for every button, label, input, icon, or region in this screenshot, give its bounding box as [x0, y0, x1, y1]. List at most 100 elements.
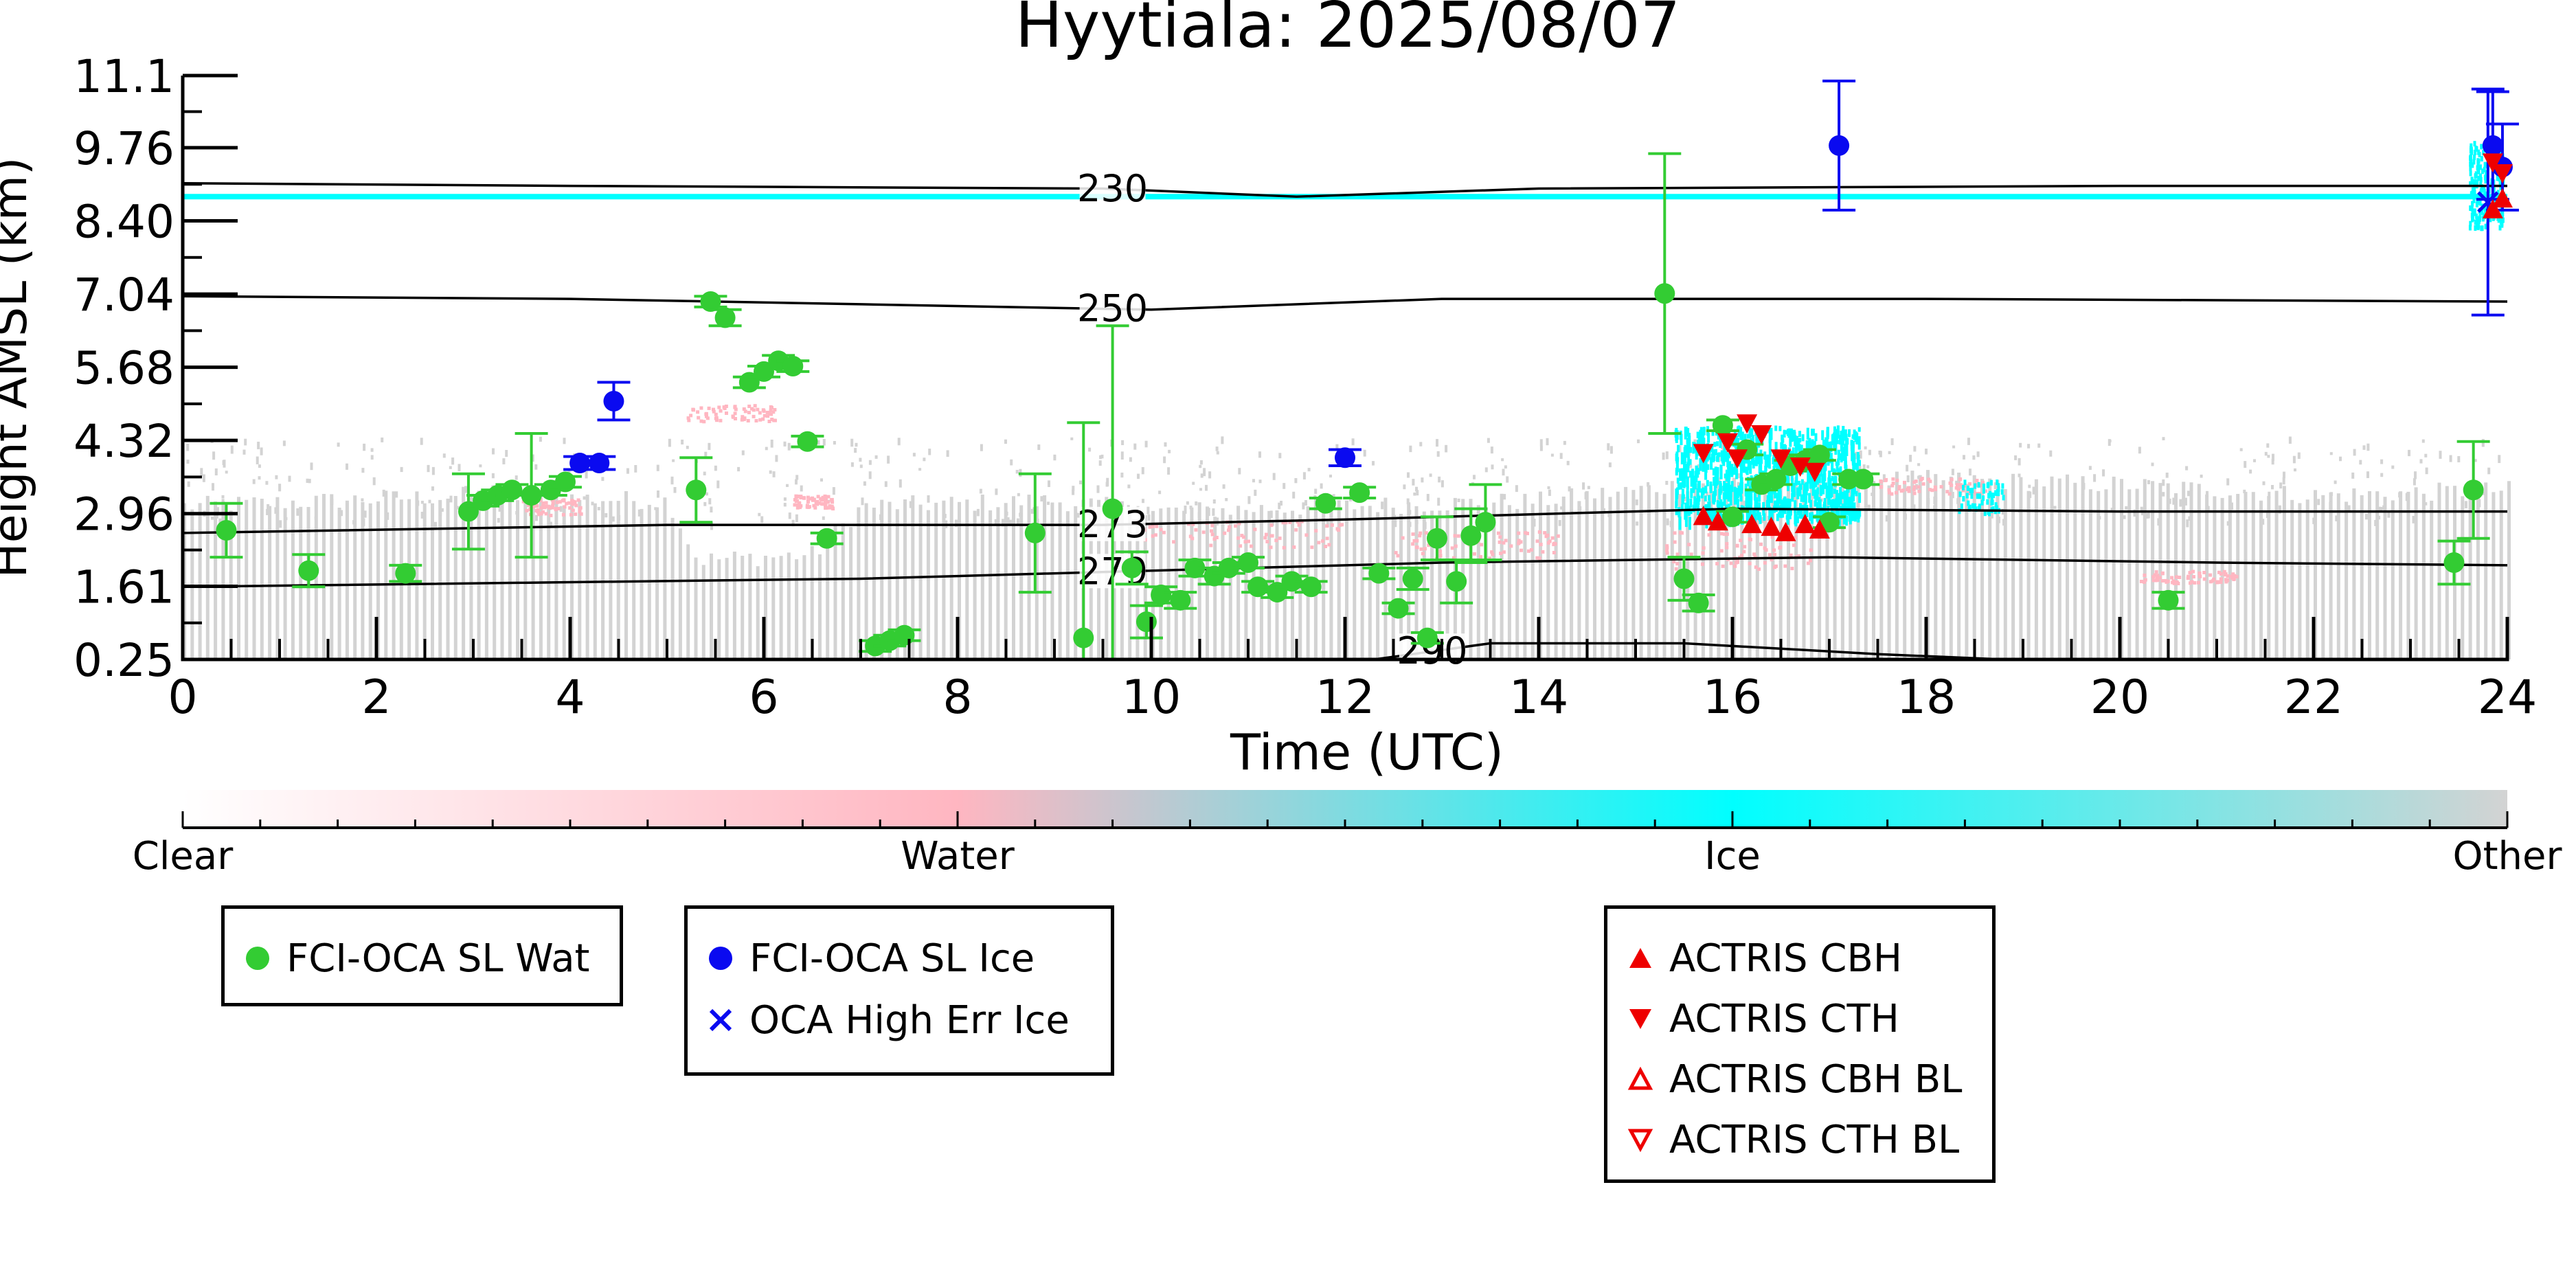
mask-column — [872, 508, 876, 659]
mask-ice-speck — [2481, 208, 2484, 214]
mask-water-speck — [1529, 548, 1533, 552]
mask-column — [2244, 492, 2248, 659]
mask-ice-speck — [2470, 212, 2474, 218]
mask-ice-speck — [1797, 440, 1800, 450]
mask-water-speck — [1725, 532, 1729, 536]
mask-water-speck — [1665, 544, 1669, 548]
mask-speck — [1142, 499, 1144, 504]
mask-ice-speck — [1677, 483, 1680, 490]
mask-water-speck — [722, 405, 726, 409]
mask-ice-speck — [1686, 428, 1690, 438]
mask-speck — [1120, 451, 1124, 460]
mask-water-speck — [568, 506, 572, 510]
mask-column — [1430, 510, 1434, 659]
x-tick-label: 10 — [1122, 670, 1182, 725]
mask-ice-speck — [1798, 438, 1802, 443]
mask-ice-speck — [1796, 487, 1799, 495]
mask-ice-speck — [1798, 484, 1802, 497]
mask-water-speck — [1927, 477, 1931, 482]
mask-water-speck — [2153, 573, 2157, 577]
mask-ice-speck — [1724, 473, 1727, 479]
mask-water-speck — [1725, 542, 1729, 546]
mask-speck — [1199, 460, 1203, 465]
mask-ice-speck — [2470, 191, 2473, 197]
mask-speck — [1969, 468, 1971, 476]
mask-speck — [899, 479, 902, 488]
mask-water-speck — [734, 407, 738, 411]
contour-line — [182, 556, 2508, 588]
mask-column — [415, 491, 419, 659]
mask-speck — [1040, 496, 1043, 502]
mask-water-speck — [1535, 539, 1539, 543]
mask-ice-speck — [1768, 440, 1772, 451]
mask-column — [1879, 481, 1884, 659]
mask-water-speck — [1981, 480, 1985, 484]
mask-speck — [1147, 514, 1151, 521]
mask-column — [2267, 496, 2271, 659]
mask-speck — [2288, 436, 2292, 444]
mask-speck — [279, 520, 282, 528]
mask-ice-speck — [2479, 177, 2483, 183]
mask-speck — [1120, 473, 1124, 478]
mask-water-speck — [1274, 539, 1278, 543]
mask-column — [926, 510, 930, 659]
mask-water-speck — [773, 408, 777, 411]
mask-speck — [2200, 474, 2203, 478]
mask-water-speck — [1809, 558, 1812, 563]
mask-speck — [2088, 466, 2092, 471]
mask-column — [1949, 476, 1953, 659]
mask-water-speck — [1504, 539, 1508, 543]
mask-speck — [716, 480, 720, 488]
mask-speck — [265, 481, 269, 485]
mask-ice-speck — [1811, 439, 1814, 446]
mask-ice-speck — [1750, 490, 1753, 500]
mask-column — [2430, 500, 2434, 659]
mask-ice-speck — [1713, 477, 1716, 486]
mask-ice-speck — [2477, 149, 2481, 155]
mask-ice-speck — [1786, 513, 1789, 523]
mask-column — [361, 501, 365, 659]
data-point — [1829, 135, 1850, 156]
mask-speck — [1017, 493, 1020, 497]
mask-speck — [1868, 449, 1871, 455]
mask-ice-speck — [1989, 479, 1993, 486]
mask-speck — [1272, 473, 1276, 480]
mask-water-speck — [762, 409, 766, 413]
legend-label: ACTRIS CTH — [1669, 996, 1899, 1041]
mask-speck — [2172, 497, 2176, 505]
mask-ice-speck — [1693, 475, 1696, 489]
mask-speck — [362, 518, 365, 526]
mask-water-speck — [1310, 545, 1314, 550]
mask-water-speck — [1933, 485, 1937, 489]
mask-speck — [386, 512, 389, 520]
mask-speck — [563, 438, 566, 444]
mask-speck — [591, 501, 594, 506]
mask-speck — [225, 471, 228, 474]
mask-water-speck — [2151, 578, 2156, 583]
data-point — [1751, 425, 1772, 444]
mask-ice-speck — [1735, 470, 1739, 475]
mask-ice-speck — [1675, 493, 1678, 506]
mask-speck — [2364, 514, 2368, 520]
mask-ice-speck — [1809, 479, 1812, 489]
data-point — [1102, 498, 1123, 519]
mask-ice-speck — [2481, 168, 2484, 174]
mask-ice-speck — [1732, 438, 1735, 447]
x-tick-label: 20 — [2090, 670, 2150, 725]
mask-speck — [2162, 492, 2165, 497]
mask-water-speck — [1324, 545, 1327, 548]
mask-ice-speck — [1783, 429, 1786, 438]
mask-ice-speck — [1827, 442, 1831, 447]
mask-speck — [2282, 477, 2285, 485]
mask-ice-speck — [1689, 508, 1693, 515]
mask-column — [1577, 501, 1581, 659]
mask-column — [1484, 507, 1488, 659]
mask-ice-speck — [2500, 221, 2504, 227]
mask-column — [500, 488, 504, 659]
mask-speck — [1415, 521, 1419, 524]
mask-speck — [449, 495, 453, 503]
mask-ice-speck — [1778, 490, 1782, 504]
mask-column — [1624, 486, 1628, 659]
mask-water-speck — [1292, 545, 1296, 549]
mask-water-speck — [1321, 539, 1325, 543]
